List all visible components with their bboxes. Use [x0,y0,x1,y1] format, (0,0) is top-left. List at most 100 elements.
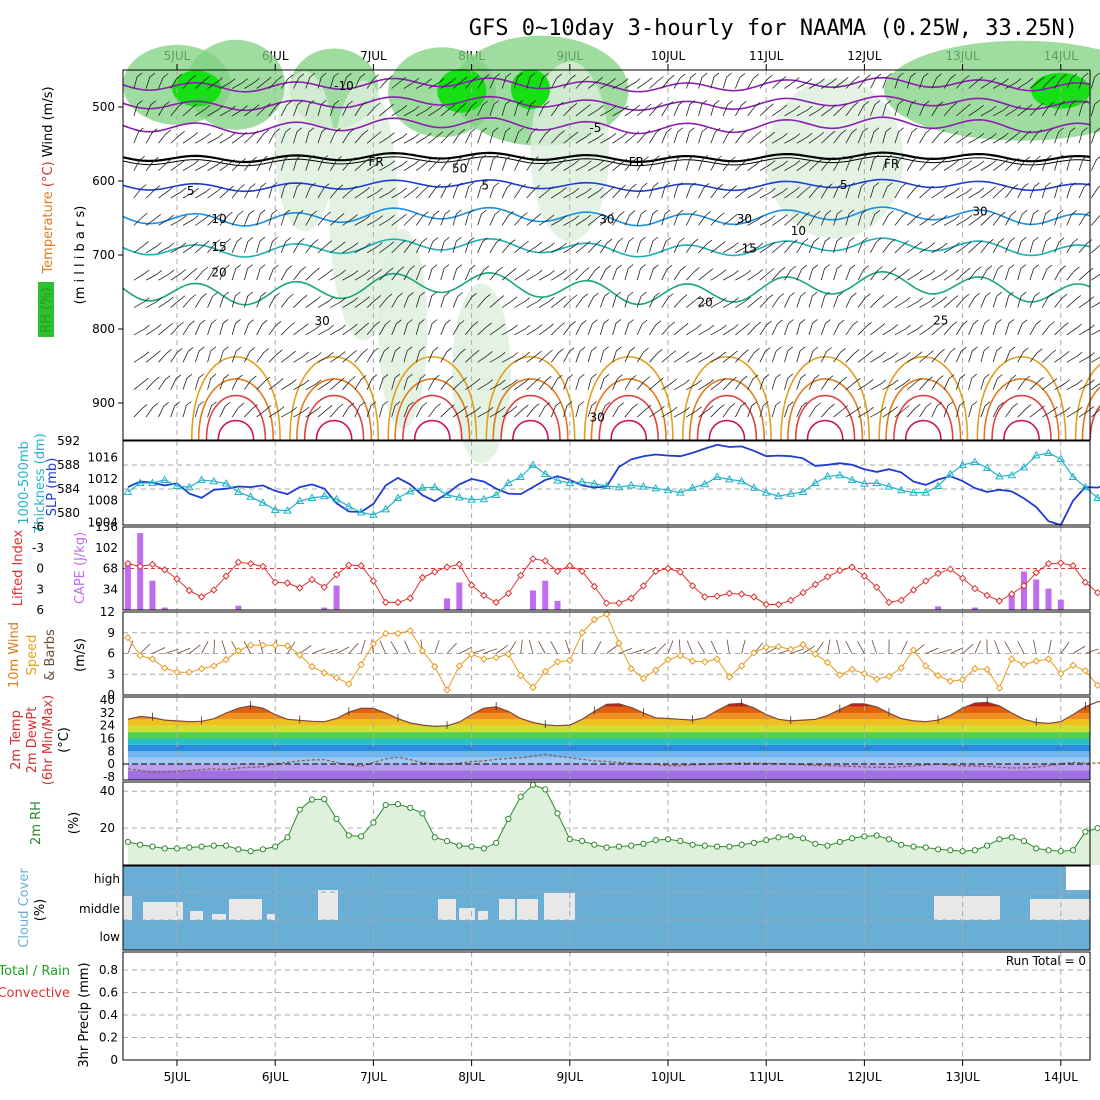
wind-barb [268,292,280,308]
wind-barb [194,319,206,336]
thickness-marker [896,485,906,494]
lifted-index-marker [443,563,451,571]
contour-label: 10 [791,224,806,238]
wind-barb [845,128,857,144]
wind-barb [391,401,401,418]
wind-barb [170,215,187,226]
wind-barb [796,373,806,390]
wind-barb [980,346,990,363]
wind-barb [636,319,648,336]
wind-barb [575,346,586,363]
wind-barb [563,215,580,226]
wind-barb [980,212,995,226]
wind-barb [379,373,389,390]
wind-barb [514,404,529,418]
thickness-marker [663,485,673,494]
wind-barb [452,320,465,336]
wind-barb [771,293,785,308]
contour-label: -10 [334,79,354,93]
wind-barb [403,265,415,281]
wind-barb [1066,379,1083,391]
wind-barb [391,266,405,281]
wind-barb [440,347,452,363]
wind-barb [919,157,933,171]
wind-barb [440,104,456,117]
thickness-marker [982,463,992,471]
wind-barb [293,73,305,89]
wind-barb [710,155,722,171]
wind-barb [612,158,628,171]
wind-barb [1078,127,1088,144]
lifted-index-marker [455,560,464,569]
wind-barb [317,297,334,308]
wind-barb [317,404,333,418]
wind-tick-label: 12 [100,605,115,619]
wind-barb [195,132,211,144]
wind-barb [980,265,993,281]
wind-barb [808,184,822,199]
wind-barb [415,264,426,281]
wind-barb [170,321,184,336]
wind-barb [501,72,512,89]
wind-barb [631,648,645,654]
wind-barb [489,295,505,308]
wind-speed-marker [234,647,243,655]
wind-barb [145,350,161,363]
wind-barb [882,295,898,308]
lifted-index-tick-label: 0 [36,562,44,576]
wind-barb [894,99,904,116]
wind-barb [1078,405,1095,418]
wind-barb [403,212,418,226]
wind-barb [563,131,579,144]
wind-barb [931,322,947,336]
wind-barb [182,373,193,390]
thickness-marker [749,483,759,491]
thickness-marker [774,491,783,500]
wind-barb [145,376,160,390]
wind-barb [526,128,538,144]
wind-barb [673,406,690,418]
thickness-marker [479,494,489,503]
wind-barb [587,133,604,144]
wind-barb [697,641,706,654]
y-axis-label: 2m DewPt [25,707,40,774]
wind-barb [784,133,801,144]
temperature-contour [197,378,275,441]
wind-barb [428,157,443,171]
wind-barb [1066,182,1076,199]
wind-barb [931,186,947,199]
wind-barb [771,401,781,418]
rh2m-marker [321,796,328,803]
wind-speed-marker [516,671,525,680]
thickness-marker [945,469,955,477]
wind-barb [366,268,383,281]
cape-bar [935,606,942,610]
wind-barb [256,264,266,281]
cape-bar [124,562,131,610]
wind-barb [575,75,590,89]
wind-barb [1005,402,1018,418]
lifted-index-marker [210,586,218,594]
contour-label: 10 [211,212,226,226]
wind-speed-marker [897,664,905,672]
wind-barb [771,214,788,226]
cape-bar [529,590,536,610]
wind-barb [931,296,947,308]
wind-barb [195,187,211,199]
wind-barb [956,187,973,199]
wind-barb [955,373,966,390]
cloud-level-label: high [94,872,120,886]
wind-speed-marker [1057,669,1065,678]
wind-barb [550,130,565,144]
lifted-index-marker [332,571,341,579]
wind-barb [133,404,148,418]
wind-barb [244,104,260,117]
rh-shading-high [437,68,487,113]
wind-barb [440,375,454,390]
wind-barb [870,73,882,89]
wind-barb [710,351,727,363]
wind-barb [735,157,750,171]
thickness-marker [516,472,526,480]
lifted-index-marker [246,559,255,568]
wind-barb [587,401,597,418]
